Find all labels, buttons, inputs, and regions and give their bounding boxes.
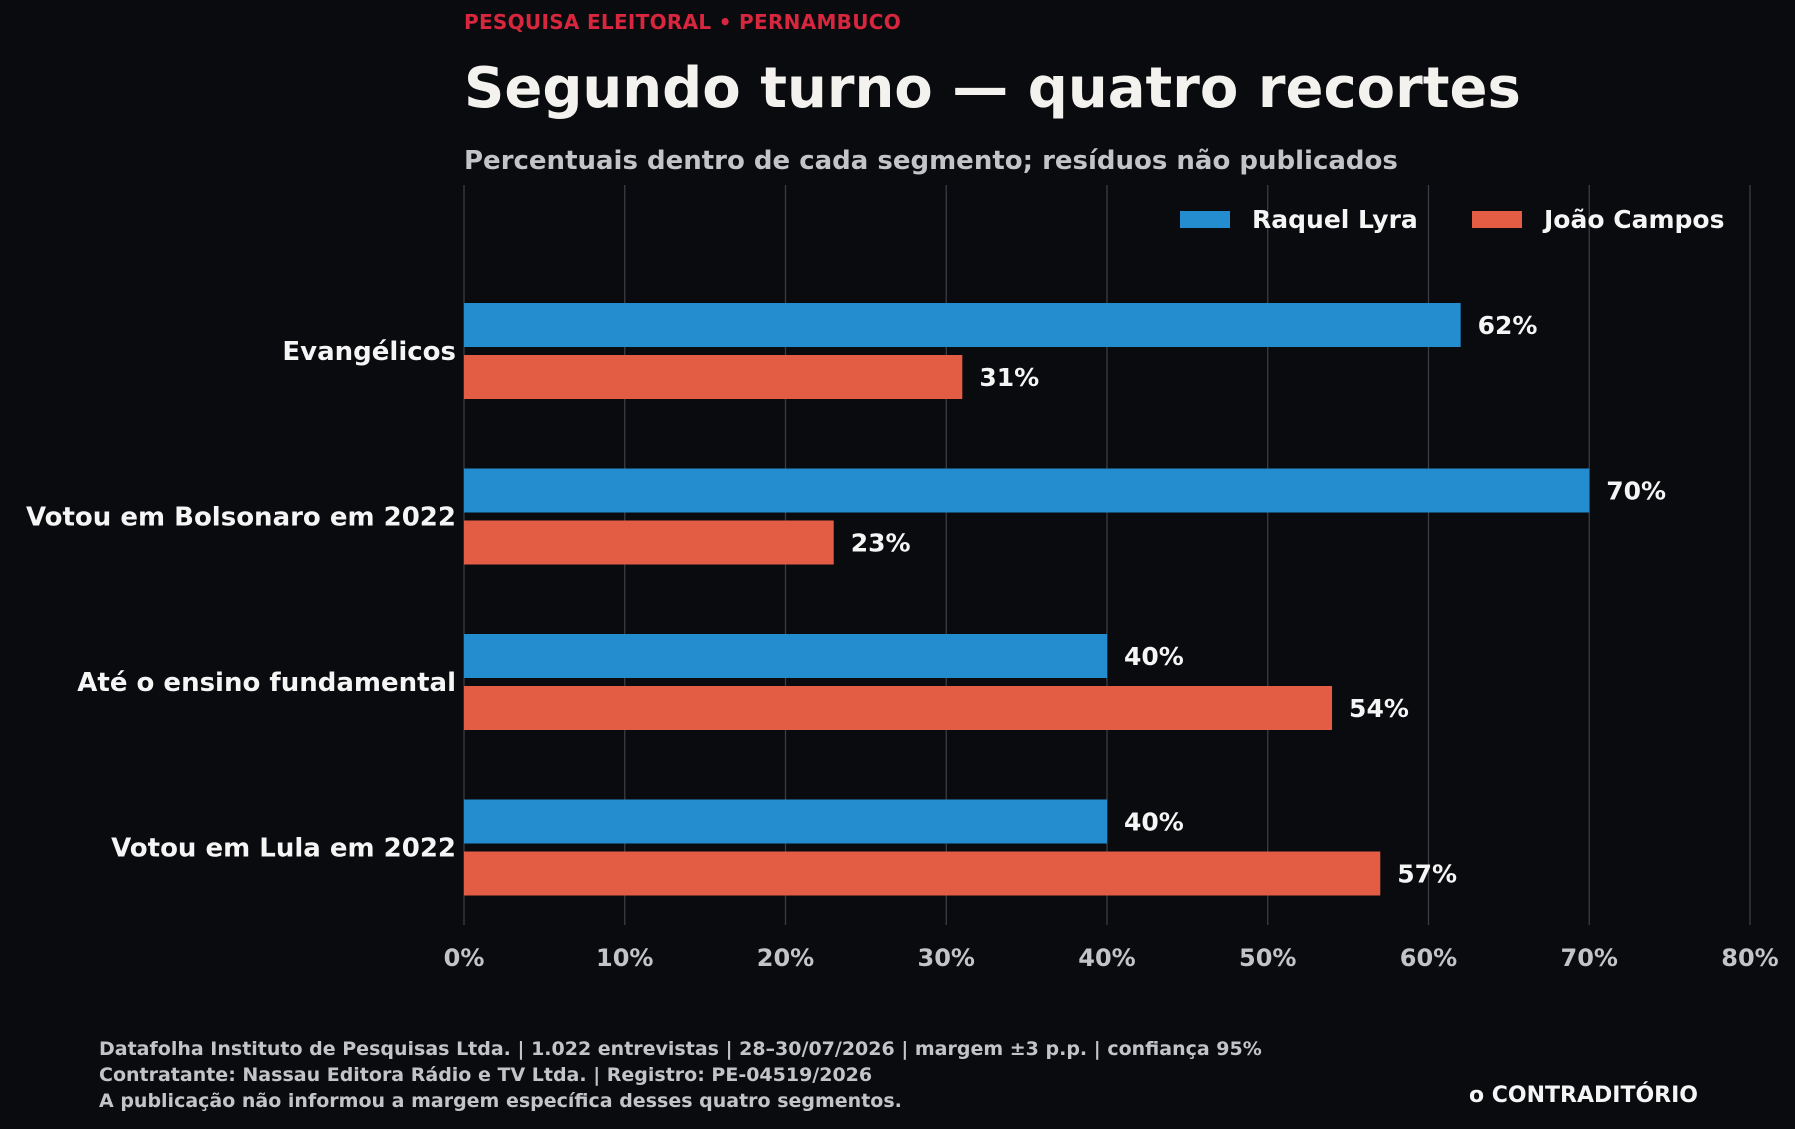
data-label: 62% [1478,311,1538,340]
legend-label: Raquel Lyra [1252,205,1418,234]
data-label: 57% [1397,860,1457,889]
bar [464,355,963,399]
bar [464,303,1461,347]
chart-kicker: PESQUISA ELEITORAL • PERNAMBUCO [464,10,902,34]
x-tick-label: 80% [1721,944,1778,972]
data-label: 23% [851,529,911,558]
footer-notes: Datafolha Instituto de Pesquisas Ltda. |… [99,1036,1262,1114]
chart-subtitle: Percentuais dentro de cada segmento; res… [464,146,1398,176]
bar [464,851,1381,896]
category-label: Evangélicos [282,337,456,367]
footer-client-line: Contratante: Nassau Editora Rádio e TV L… [99,1064,873,1086]
x-tick-label: 10% [596,944,653,972]
data-label: 40% [1124,642,1184,671]
x-tick-label: 60% [1400,944,1457,972]
legend-label: João Campos [1542,205,1724,234]
footer-disclaimer-line: A publicação não informou a margem espec… [99,1090,902,1112]
bar [464,468,1590,513]
brand-logo-text: o CONTRADITÓRIO [1469,1083,1698,1108]
bar [464,520,834,565]
bar [464,634,1107,678]
legend-swatch [1472,211,1522,228]
footer-source-line: Datafolha Instituto de Pesquisas Ltda. |… [99,1038,1262,1060]
bar [464,799,1107,844]
data-label: 40% [1124,808,1184,837]
data-label: 54% [1349,694,1409,723]
x-tick-label: 20% [757,944,814,972]
x-tick-label: 50% [1239,944,1296,972]
data-label: 70% [1606,477,1666,506]
x-tick-label: 70% [1561,944,1618,972]
category-label: Votou em Lula em 2022 [111,834,456,864]
bar [464,686,1333,730]
data-label: 31% [979,363,1039,392]
chart-title: Segundo turno — quatro recortes [464,56,1521,121]
x-tick-label: 40% [1078,944,1135,972]
category-label: Até o ensino fundamental [77,668,456,698]
x-tick-label: 0% [444,944,485,972]
bar-chart: 0% 10% 20% 30% 40% 50% 60% 70% 80% Evangélicos 62%… [26,185,1779,972]
legend-swatch [1180,211,1230,228]
category-label: Votou em Bolsonaro em 2022 [26,503,456,533]
x-tick-label: 30% [918,944,975,972]
